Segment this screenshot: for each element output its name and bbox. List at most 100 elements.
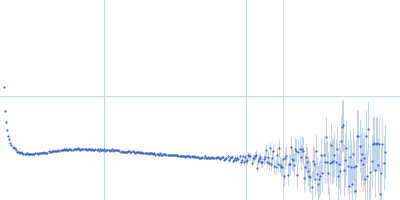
Point [207,157,213,160]
Point [140,152,147,155]
Point [298,147,305,150]
Point [145,152,151,155]
Point [111,149,117,152]
Point [75,146,81,150]
Point [49,150,55,153]
Point [44,151,51,154]
Point [266,162,272,165]
Point [22,152,29,156]
Point [33,152,40,155]
Point [77,148,84,151]
Point [85,147,91,150]
Point [93,148,100,151]
Point [360,163,366,166]
Point [113,149,120,152]
Point [101,147,108,150]
Point [245,154,252,157]
Point [73,147,79,150]
Point [217,157,223,160]
Point [25,152,31,155]
Point [257,156,264,159]
Point [281,175,288,178]
Point [102,149,108,152]
Point [358,159,364,162]
Point [154,152,161,156]
Point [190,155,197,158]
Point [20,152,27,155]
Point [230,159,236,162]
Point [126,150,132,153]
Point [122,150,128,153]
Point [46,150,53,153]
Point [209,156,216,159]
Point [213,155,220,158]
Point [42,151,48,155]
Point [341,169,348,172]
Point [211,157,218,160]
Point [238,158,245,161]
Point [5,134,12,137]
Point [176,154,183,157]
Point [364,175,370,178]
Point [322,135,329,139]
Point [195,156,201,159]
Point [87,148,93,151]
Point [322,160,328,163]
Point [82,147,89,151]
Point [378,171,384,174]
Point [216,156,222,160]
Point [214,156,221,159]
Point [12,147,18,150]
Point [38,151,44,154]
Point [157,152,163,155]
Point [90,148,96,151]
Point [94,147,101,150]
Point [21,152,28,155]
Point [100,148,106,151]
Point [18,151,24,154]
Point [348,165,354,168]
Point [2,109,8,112]
Point [367,170,374,174]
Point [373,142,379,146]
Point [308,185,315,188]
Point [320,153,327,156]
Point [328,143,334,146]
Point [130,150,137,153]
Point [223,156,230,159]
Point [142,152,149,155]
Point [291,163,297,167]
Point [254,166,260,169]
Point [310,162,317,165]
Point [30,152,36,155]
Point [141,151,148,154]
Point [51,149,57,152]
Point [374,142,380,145]
Point [180,154,186,158]
Point [202,157,209,160]
Point [262,148,269,152]
Point [124,150,130,153]
Point [80,147,87,151]
Point [304,161,310,164]
Point [86,147,92,150]
Point [55,148,62,152]
Point [125,150,132,153]
Point [170,153,176,157]
Point [277,163,283,166]
Point [240,154,246,157]
Point [48,150,54,154]
Point [41,151,48,154]
Point [382,150,388,153]
Point [276,147,282,150]
Point [274,154,280,157]
Point [296,147,303,150]
Point [10,147,17,150]
Point [342,159,348,162]
Point [72,147,78,151]
Point [279,166,285,169]
Point [339,125,345,128]
Point [280,157,286,161]
Point [375,164,381,167]
Point [168,153,174,156]
